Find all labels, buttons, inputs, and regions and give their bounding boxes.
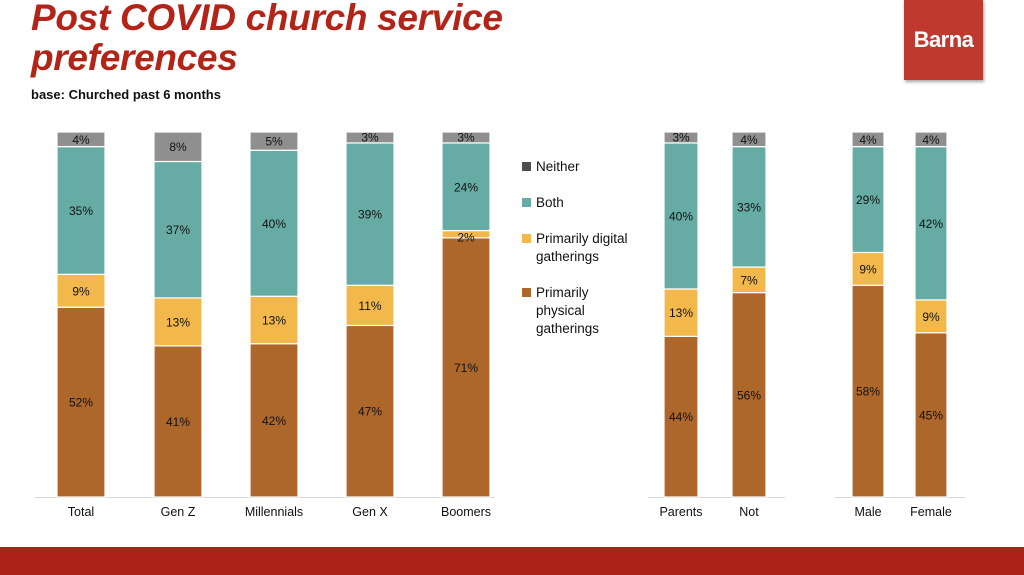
category-label: Male	[854, 505, 881, 519]
bar-segment-both	[663, 142, 699, 290]
data-label-physical: 44%	[669, 410, 693, 424]
category-label: Female	[910, 505, 952, 519]
logo-text: Barna	[913, 27, 974, 52]
data-label-physical: 58%	[856, 385, 880, 399]
category-labels: Total Gen Z Millennials Gen X Boomers Parents…	[68, 505, 952, 519]
data-label-digital: 9%	[859, 262, 877, 276]
data-label-neither: 4%	[72, 133, 90, 147]
data-label-both: 37%	[166, 223, 190, 237]
category-label: Parents	[659, 505, 702, 519]
bar-segment-both	[851, 146, 885, 254]
data-label-digital: 7%	[740, 273, 758, 287]
data-label-neither: 4%	[859, 133, 877, 147]
category-label: Millennials	[245, 505, 303, 519]
category-label: Boomers	[441, 505, 491, 519]
bar-segment-digital	[914, 299, 948, 334]
bar-segment-both	[914, 146, 948, 301]
category-label: Not	[739, 505, 759, 519]
data-label-both: 42%	[919, 217, 943, 231]
category-label: Gen X	[352, 505, 388, 519]
data-label-physical: 41%	[166, 415, 190, 429]
data-label-digital: 13%	[669, 306, 693, 320]
bar-segment-neither	[249, 131, 299, 151]
legend-item-both: Both	[522, 194, 652, 212]
data-labels: 52% 9% 35% 4% 41% 13% 37% 8% 42% 13% 40% 5% 47% 11% 39…	[69, 130, 943, 428]
bar-segment-neither	[851, 131, 885, 148]
legend-item-physical: Primarily physical gatherings	[522, 284, 616, 338]
legend-swatch-digital	[522, 234, 531, 243]
chart-subtitle: base: Churched past 6 months	[31, 87, 221, 102]
bar-segment-neither	[345, 131, 395, 144]
bar-segment-neither	[56, 131, 106, 148]
legend-swatch-physical	[522, 288, 531, 297]
data-label-both: 29%	[856, 193, 880, 207]
bar-segment-digital	[345, 284, 395, 327]
legend-label-physical: Primarily physical gatherings	[536, 285, 600, 336]
bar-segment-physical	[249, 343, 299, 498]
data-label-digital: 9%	[922, 310, 940, 324]
bar-segment-both	[441, 142, 491, 232]
data-label-neither: 3%	[361, 130, 379, 144]
data-label-both: 33%	[737, 200, 761, 214]
data-label-physical: 42%	[262, 414, 286, 428]
bar-segment-physical	[56, 306, 106, 498]
legend: Neither Both Primarily digital gathering…	[522, 158, 652, 356]
bar-segment-digital	[663, 288, 699, 338]
data-label-physical: 47%	[358, 405, 382, 419]
data-label-neither: 8%	[169, 140, 187, 154]
bar-segment-both	[731, 146, 767, 268]
category-label: Gen Z	[161, 505, 196, 519]
footer-bar	[0, 547, 1024, 575]
legend-label-digital: Primarily digital gatherings	[536, 231, 628, 264]
bar-segment-neither	[153, 131, 203, 163]
legend-label-both: Both	[536, 195, 564, 210]
bar-segment-neither	[914, 131, 948, 148]
legend-swatch-neither	[522, 162, 531, 171]
category-label: Total	[68, 505, 94, 519]
data-label-neither: 4%	[740, 133, 758, 147]
chart-title: Post COVID church service preferences	[31, 0, 503, 78]
bar-segment-physical	[851, 284, 885, 498]
data-label-physical: 45%	[919, 408, 943, 422]
bar-segment-both	[56, 146, 106, 275]
bars	[56, 131, 948, 498]
bar-segment-digital	[731, 266, 767, 294]
legend-swatch-both	[522, 198, 531, 207]
data-label-digital: 2%	[457, 230, 475, 244]
data-label-neither: 5%	[265, 135, 283, 149]
bar-segment-physical	[731, 292, 767, 498]
legend-item-digital: Primarily digital gatherings	[522, 230, 644, 266]
bar-segment-physical	[663, 335, 699, 498]
bar-segment-neither	[441, 131, 491, 144]
stacked-bar-chart: 52% 9% 35% 4% 41% 13% 37% 8% 42% 13% 40% 5% 47% 11% 39…	[35, 130, 965, 519]
bar-segment-neither	[663, 131, 699, 144]
data-label-physical: 56%	[737, 388, 761, 402]
legend-label-neither: Neither	[536, 159, 580, 174]
bar-segment-physical	[441, 237, 491, 498]
bar-segment-physical	[345, 324, 395, 498]
data-label-both: 40%	[669, 209, 693, 223]
data-label-both: 24%	[454, 180, 478, 194]
data-label-digital: 9%	[72, 284, 90, 298]
data-label-physical: 71%	[454, 361, 478, 375]
bar-segment-digital	[249, 295, 299, 345]
data-label-physical: 52%	[69, 396, 93, 410]
data-label-neither: 3%	[457, 130, 475, 144]
data-label-both: 35%	[69, 204, 93, 218]
barna-logo: Barna	[904, 0, 983, 80]
data-label-digital: 13%	[166, 315, 190, 329]
data-label-both: 39%	[358, 208, 382, 222]
data-label-digital: 13%	[262, 313, 286, 327]
data-label-both: 40%	[262, 217, 286, 231]
data-label-neither: 4%	[922, 133, 940, 147]
legend-item-neither: Neither	[522, 158, 652, 176]
bar-segment-physical	[914, 332, 948, 498]
data-label-digital: 11%	[358, 299, 381, 313]
data-label-neither: 3%	[672, 130, 690, 144]
bar-segment-both	[249, 149, 299, 297]
bar-segment-both	[345, 142, 395, 286]
bar-segment-neither	[731, 131, 767, 148]
